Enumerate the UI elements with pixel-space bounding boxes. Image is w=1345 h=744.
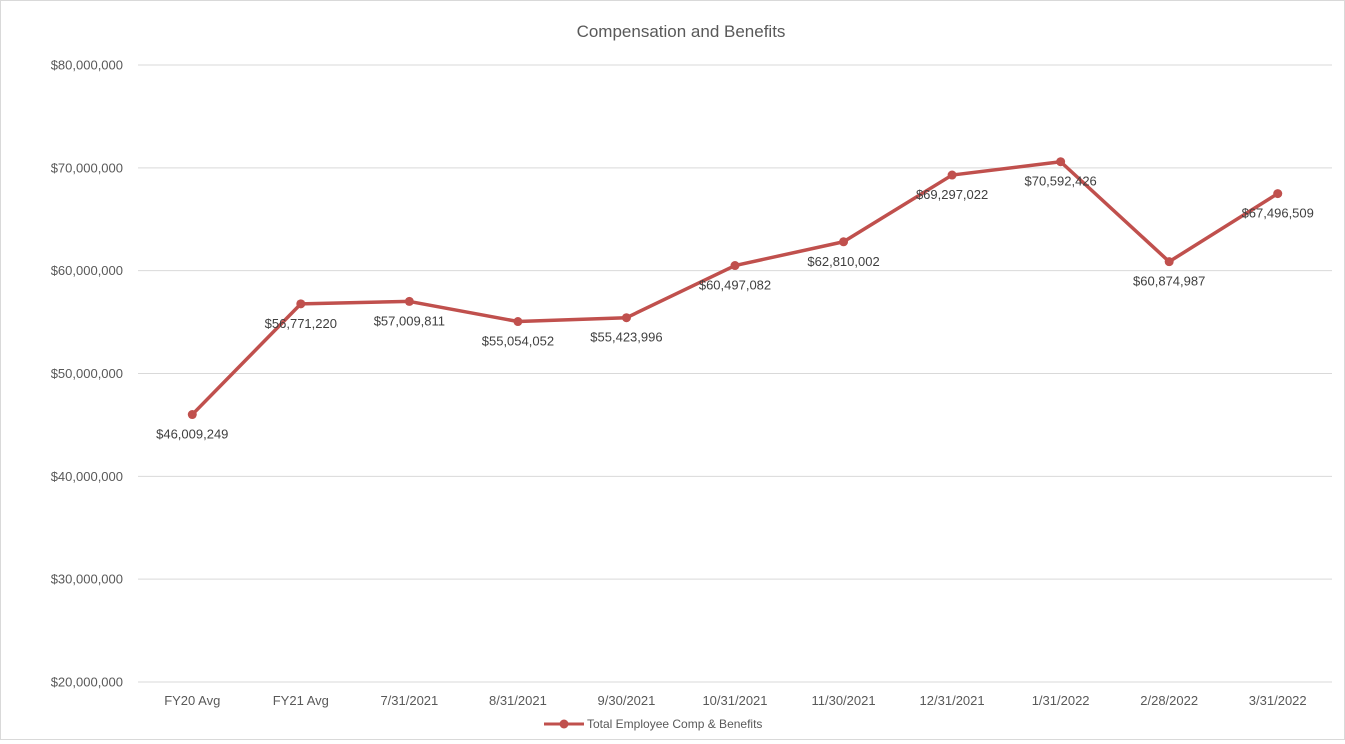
data-point	[1056, 157, 1066, 167]
x-tick-label: 3/31/2022	[1249, 693, 1307, 708]
data-point	[621, 313, 631, 323]
data-point	[730, 261, 740, 271]
x-tick-label: 1/31/2022	[1032, 693, 1090, 708]
y-tick-label: $60,000,000	[51, 263, 123, 278]
data-point	[513, 317, 523, 327]
data-point	[296, 299, 306, 309]
x-tick-label: 8/31/2021	[489, 693, 547, 708]
y-tick-label: $70,000,000	[51, 160, 123, 175]
x-tick-label: 7/31/2021	[380, 693, 438, 708]
series-layer	[187, 157, 1283, 420]
x-axis-tick-labels: FY20 Avg FY21 Avg 7/31/2021 8/31/2021 9/30/2…	[164, 693, 1306, 708]
data-label: $60,497,082	[699, 278, 771, 293]
data-label: $67,496,509	[1242, 206, 1314, 221]
data-label: $70,592,426	[1024, 174, 1096, 189]
data-point	[839, 237, 849, 247]
data-point	[404, 296, 414, 306]
data-label: $60,874,987	[1133, 274, 1205, 289]
y-tick-label: $50,000,000	[51, 366, 123, 381]
data-point	[947, 170, 957, 180]
y-axis-tick-labels: $20,000,000 $30,000,000 $40,000,000 $50,000…	[51, 58, 123, 690]
data-label: $46,009,249	[156, 427, 228, 442]
y-tick-label: $30,000,000	[51, 572, 123, 587]
x-tick-label: FY21 Avg	[273, 693, 329, 708]
data-point	[1164, 257, 1174, 267]
legend-marker-icon	[559, 719, 569, 729]
data-label: $62,810,002	[807, 254, 879, 269]
y-tick-label: $80,000,000	[51, 58, 123, 73]
x-tick-label: 2/28/2022	[1140, 693, 1198, 708]
x-tick-label: 9/30/2021	[598, 693, 656, 708]
data-label: $55,054,052	[482, 334, 554, 349]
x-tick-label: 11/30/2021	[811, 693, 875, 708]
data-labels: $46,009,249 $56,771,220 $57,009,811 $55,054…	[156, 174, 1314, 442]
chart-title: Compensation and Benefits	[577, 22, 786, 41]
data-point	[1273, 189, 1283, 199]
data-label: $69,297,022	[916, 187, 988, 202]
legend: Total Employee Comp & Benefits	[544, 717, 762, 731]
data-label: $55,423,996	[590, 330, 662, 345]
y-tick-label: $20,000,000	[51, 675, 123, 690]
y-tick-label: $40,000,000	[51, 469, 123, 484]
legend-label: Total Employee Comp & Benefits	[587, 717, 762, 731]
data-label: $56,771,220	[265, 316, 337, 331]
data-point	[187, 410, 197, 420]
x-tick-label: 12/31/2021	[920, 693, 985, 708]
data-label: $57,009,811	[374, 313, 445, 328]
x-tick-label: FY20 Avg	[164, 693, 220, 708]
gridlines	[138, 64, 1332, 683]
x-tick-label: 10/31/2021	[702, 693, 767, 708]
